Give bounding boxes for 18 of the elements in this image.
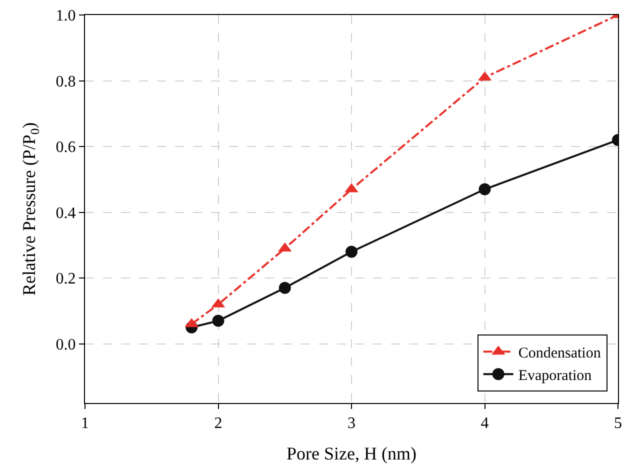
x-tick-label: 4 [480, 415, 489, 432]
y-tick-label: 1.0 [56, 8, 76, 25]
point [212, 314, 224, 327]
legend-label: Condensation [518, 345, 602, 362]
x-tick-label: 2 [214, 415, 222, 432]
y-tick-label: 0.0 [56, 336, 76, 354]
y-tick-label: 0.8 [56, 73, 76, 90]
point [478, 183, 491, 196]
y-tick-label: 0.2 [56, 270, 76, 288]
y-tick-label: 0.4 [56, 204, 76, 222]
x-tick-label: 5 [614, 415, 622, 432]
legend-label: Evaporation [518, 368, 592, 384]
x-axis-title: Pore Size, H (nm) [286, 443, 416, 464]
point [278, 282, 291, 294]
x-tick-label: 1 [81, 415, 89, 432]
x-tick-label: 3 [348, 415, 356, 432]
point [346, 246, 358, 258]
y-tick-label: 0.6 [56, 139, 76, 156]
